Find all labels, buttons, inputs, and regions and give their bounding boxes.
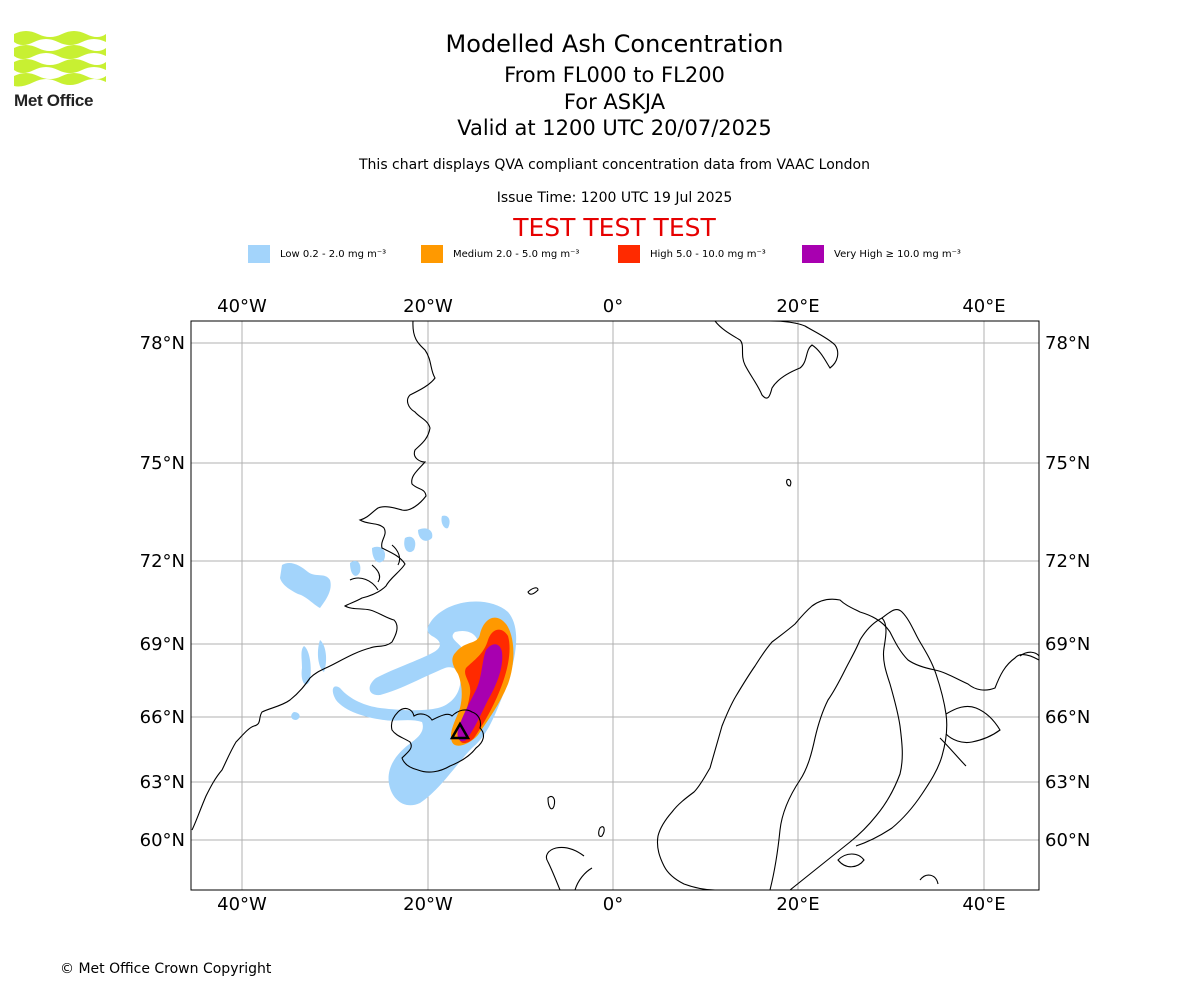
iceland-coast (390, 707, 485, 773)
lat-label-right: 60°N (1045, 830, 1090, 851)
legend-item-high: High 5.0 - 10.0 mg m⁻³ (618, 244, 766, 264)
legend-swatch-very-high (802, 245, 824, 263)
jan-mayen (527, 587, 539, 595)
novaya-side (1019, 651, 1039, 657)
lon-label-top: 20°E (776, 296, 819, 317)
volcano-marker-icon (449, 721, 471, 740)
longitude-labels-top: 40°W 20°W 0° 20°E 40°E (217, 296, 1005, 317)
met-office-logo (14, 31, 106, 87)
lon-label-bottom: 0° (603, 894, 623, 915)
lat-label-right: 78°N (1045, 333, 1090, 354)
lon-label-bottom: 40°W (217, 894, 267, 915)
legend-label-high: High 5.0 - 10.0 mg m⁻³ (650, 248, 766, 260)
volcano-name: For ASKJA (563, 90, 666, 114)
lon-label-top: 40°E (962, 296, 1005, 317)
legend-label-medium: Medium 2.0 - 5.0 mg m⁻³ (453, 248, 580, 260)
copyright-notice: © Met Office Crown Copyright (60, 961, 272, 977)
lat-label-left: 75°N (140, 453, 185, 474)
finland-border (855, 609, 948, 847)
bear-island (786, 478, 792, 487)
lat-label-left: 78°N (140, 333, 185, 354)
gulf-of-bothnia (769, 617, 903, 890)
map-gridlines (191, 321, 1039, 890)
chart-title: Modelled Ash Concentration (445, 30, 784, 58)
lat-label-right: 69°N (1045, 634, 1090, 655)
legend-label-low: Low 0.2 - 2.0 mg m⁻³ (280, 248, 387, 260)
kola-peninsula (939, 705, 1001, 767)
faroes (598, 826, 605, 837)
valid-time: Valid at 1200 UTC 20/07/2025 (457, 116, 772, 140)
legend-swatch-high (618, 245, 640, 263)
legend-item-low: Low 0.2 - 2.0 mg m⁻³ (248, 244, 386, 264)
baltic-islands (837, 853, 939, 885)
lat-label-left: 60°N (140, 830, 185, 851)
lon-label-top: 0° (603, 296, 623, 317)
legend-item-medium: Medium 2.0 - 5.0 mg m⁻³ (421, 244, 579, 264)
lat-label-left: 63°N (140, 772, 185, 793)
flight-level-range: From FL000 to FL200 (504, 63, 725, 87)
lat-label-right: 66°N (1045, 707, 1090, 728)
latitude-labels-right: 78°N 75°N 72°N 69°N 66°N 63°N 60°N (1045, 333, 1090, 851)
lat-label-right: 72°N (1045, 551, 1090, 572)
legend-swatch-medium (421, 245, 443, 263)
lat-label-right: 75°N (1045, 453, 1090, 474)
logo-wordmark: Met Office (14, 91, 94, 110)
map-frame (190, 320, 1040, 891)
lon-label-top: 40°W (217, 296, 267, 317)
greenland-coast (191, 321, 436, 831)
legend-label-very-high: Very High ≥ 10.0 mg m⁻³ (834, 248, 961, 260)
test-banner: TEST TEST TEST (513, 213, 716, 242)
ash-very-high-region (457, 644, 503, 742)
lon-label-bottom: 40°E (962, 894, 1005, 915)
lon-label-top: 20°W (403, 296, 453, 317)
scandinavia-coast (656, 598, 1039, 890)
lat-label-right: 63°N (1045, 772, 1090, 793)
legend-item-very-high: Very High ≥ 10.0 mg m⁻³ (802, 244, 961, 264)
latitude-labels-left: 78°N 75°N 72°N 69°N 66°N 63°N 60°N (140, 333, 185, 851)
issue-time: Issue Time: 1200 UTC 19 Jul 2025 (496, 190, 733, 206)
longitude-labels-bottom: 40°W 20°W 0° 20°E 40°E (217, 894, 1005, 915)
svalbard (714, 321, 839, 399)
greenland-inlet (349, 544, 401, 591)
lon-label-bottom: 20°E (776, 894, 819, 915)
coastlines (191, 321, 1039, 890)
lat-label-left: 69°N (140, 634, 185, 655)
shetland (547, 795, 556, 810)
chart-description: This chart displays QVA compliant concen… (359, 157, 870, 173)
logo-waves-icon (14, 31, 106, 87)
lat-label-left: 66°N (140, 707, 185, 728)
lon-label-bottom: 20°W (403, 894, 453, 915)
lat-label-left: 72°N (140, 551, 185, 572)
legend-swatch-low (248, 245, 270, 263)
denmark (545, 846, 593, 890)
